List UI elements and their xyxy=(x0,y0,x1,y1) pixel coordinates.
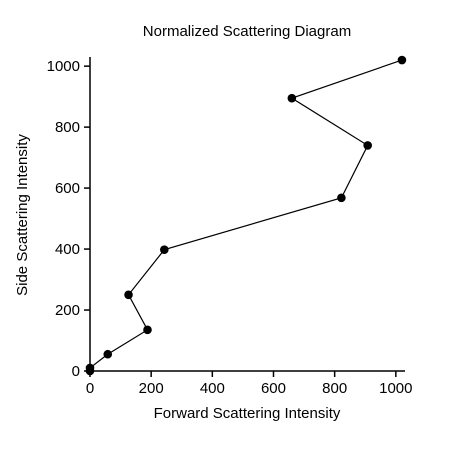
x-tick-label: 800 xyxy=(322,380,347,397)
axis-ticks: 0 200 400 600 800 1000 0 200 400 600 800 1000 xyxy=(47,58,413,397)
data-point xyxy=(124,290,133,300)
x-tick-label: 0 xyxy=(86,380,94,397)
data-point xyxy=(397,55,407,65)
data-point xyxy=(337,193,346,203)
data-point xyxy=(160,245,169,254)
x-tick-label: 400 xyxy=(200,380,225,397)
series-layer xyxy=(85,55,407,376)
chart-title: Normalized Scattering Diagram xyxy=(143,23,351,40)
y-tick-label: 400 xyxy=(55,241,80,258)
series-line xyxy=(89,59,403,371)
data-point xyxy=(143,325,152,335)
y-tick-label: 0 xyxy=(72,363,80,380)
y-tick-label: 600 xyxy=(55,180,80,197)
x-tick-label: 200 xyxy=(139,380,164,397)
y-tick-label: 800 xyxy=(55,119,80,136)
x-tick-label: 1000 xyxy=(379,380,412,397)
data-point xyxy=(85,363,95,373)
y-tick-label: 1000 xyxy=(47,58,80,75)
y-axis-label: Side Scattering Intensity xyxy=(14,134,31,296)
y-tick-label: 200 xyxy=(55,302,80,319)
data-point xyxy=(103,349,113,359)
x-axis-label: Forward Scattering Intensity xyxy=(154,405,341,422)
x-tick-label: 600 xyxy=(261,380,286,397)
data-point xyxy=(287,93,297,103)
data-point xyxy=(363,141,372,150)
